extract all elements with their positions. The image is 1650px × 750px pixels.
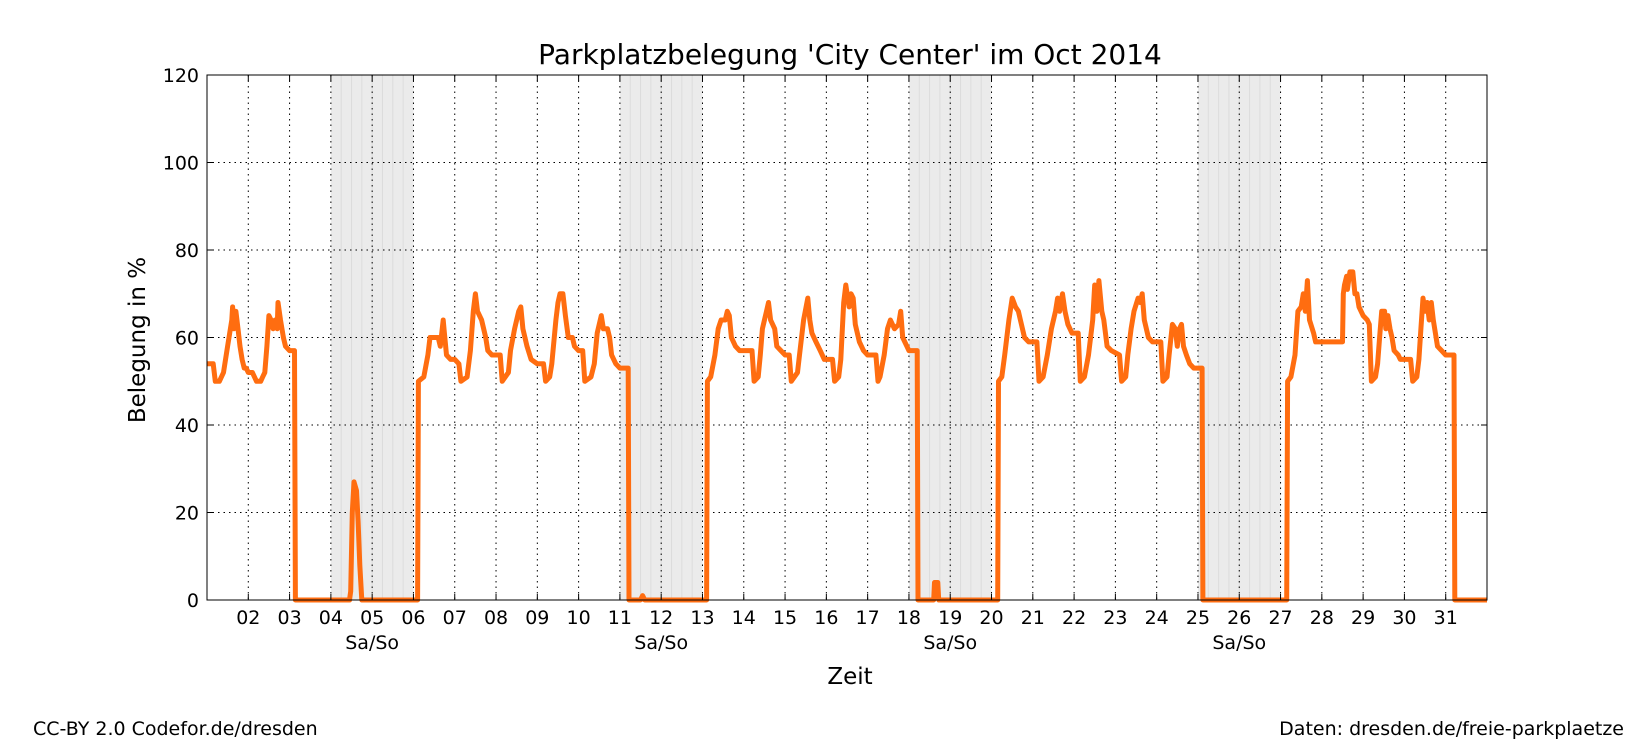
weekend-label: Sa/So — [1212, 632, 1266, 654]
x-tick-label: 05 — [360, 607, 384, 629]
x-tick-label: 15 — [773, 607, 797, 629]
y-tick-label: 0 — [187, 590, 199, 612]
x-tick-label: 08 — [484, 607, 508, 629]
series-line — [207, 269, 1487, 603]
x-tick-label: 30 — [1392, 607, 1416, 629]
y-tick-label: 100 — [163, 153, 199, 175]
y-tick-label: 40 — [175, 415, 199, 437]
data-source-text: Daten: dresden.de/freie-parkplaetze — [1279, 718, 1624, 740]
x-tick-label: 11 — [608, 607, 632, 629]
weekend-label: Sa/So — [923, 632, 977, 654]
x-tick-label: 20 — [979, 607, 1003, 629]
x-axis-label: Zeit — [827, 664, 872, 690]
weekend-label: Sa/So — [634, 632, 688, 654]
y-axis-ticks: 0 20 40 60 80 100 120 — [163, 65, 1487, 612]
y-tick-label: 80 — [175, 240, 199, 262]
x-tick-label: 23 — [1103, 607, 1127, 629]
x-tick-label: 31 — [1434, 607, 1458, 629]
x-tick-label: 27 — [1268, 607, 1292, 629]
weekend-label: Sa/So — [345, 632, 399, 654]
x-tick-label: 22 — [1062, 607, 1086, 629]
chart-title: Parkplatzbelegung 'City Center' im Oct 2… — [538, 38, 1162, 71]
x-tick-label: 16 — [814, 607, 838, 629]
x-tick-label: 12 — [649, 607, 673, 629]
y-tick-label: 60 — [175, 328, 199, 350]
x-tick-label: 29 — [1351, 607, 1375, 629]
x-tick-label: 28 — [1310, 607, 1334, 629]
x-tick-label: 21 — [1021, 607, 1045, 629]
x-tick-label: 07 — [443, 607, 467, 629]
x-tick-label: 06 — [401, 607, 425, 629]
x-tick-label: 14 — [732, 607, 756, 629]
series-layer — [207, 269, 1487, 603]
y-axis-label: Belegung in % — [125, 257, 151, 423]
x-tick-label: 17 — [856, 607, 880, 629]
x-tick-label: 19 — [938, 607, 962, 629]
x-axis-ticks: 02 03 04 05 06 07 08 09 10 11 12 13 14 15 16 17 18 19 20 21… — [236, 75, 1458, 629]
x-tick-label: 25 — [1186, 607, 1210, 629]
license-text: CC-BY 2.0 Codefor.de/dresden — [33, 718, 318, 740]
x-tick-label: 13 — [690, 607, 714, 629]
weekend-labels: Sa/So Sa/So Sa/So Sa/So — [345, 632, 1266, 654]
x-tick-label: 10 — [567, 607, 591, 629]
x-tick-label: 03 — [277, 607, 301, 629]
x-tick-label: 26 — [1227, 607, 1251, 629]
x-tick-label: 09 — [525, 607, 549, 629]
x-tick-label: 24 — [1145, 607, 1169, 629]
x-tick-label: 02 — [236, 607, 260, 629]
x-tick-label: 18 — [897, 607, 921, 629]
y-tick-label: 120 — [163, 65, 199, 87]
x-tick-label: 04 — [319, 607, 343, 629]
y-tick-label: 20 — [175, 503, 199, 525]
